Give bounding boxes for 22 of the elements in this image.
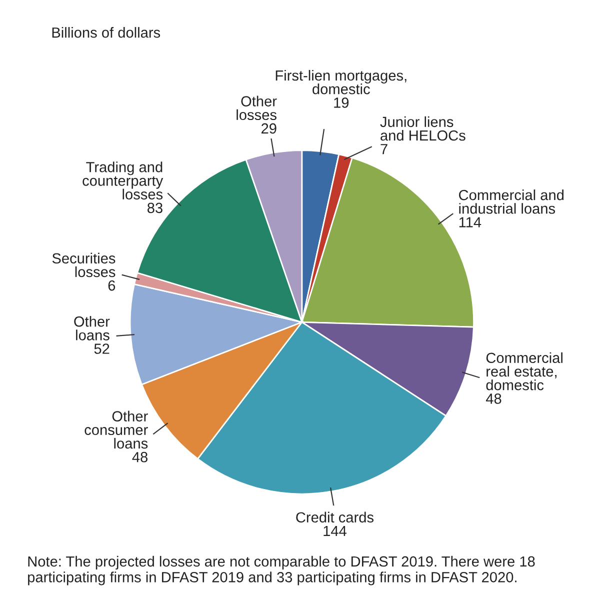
data-label: 7 xyxy=(380,144,388,154)
slice-label: Securities losses xyxy=(52,252,116,278)
data-label: 48 xyxy=(486,394,502,404)
text: Note: The projected losses are not comparable to DFAST 2019. There were 18 participating firms in DFAST 2019 and 33 participating firms in DFAST 2020. xyxy=(28,556,535,586)
slice-label: Credit cards xyxy=(296,512,374,523)
slice-label: Other losses xyxy=(236,96,277,120)
slice-label: Commercial real estate, domestic xyxy=(486,352,562,390)
slice-label: Commercial and industrial loans xyxy=(459,189,564,214)
slice-label: Other loans xyxy=(74,316,110,340)
data-label: 29 xyxy=(262,123,276,134)
data-label: 114 xyxy=(459,217,482,228)
slice-label: Trading and counterparty losses xyxy=(82,162,164,200)
data-label: 48 xyxy=(132,452,148,462)
slice-label: Junior liens and HELOCs xyxy=(380,116,466,141)
chart-title: Billions of dollars xyxy=(52,27,160,38)
data-label: 83 xyxy=(148,202,162,214)
slice-label: First-lien mortgages, domestic xyxy=(276,70,406,94)
data-label: 6 xyxy=(108,280,116,291)
data-label: 19 xyxy=(334,98,349,108)
slice-label: Other consumer loans xyxy=(84,410,148,449)
data-label: 52 xyxy=(94,344,110,354)
data-label: 144 xyxy=(324,526,346,536)
